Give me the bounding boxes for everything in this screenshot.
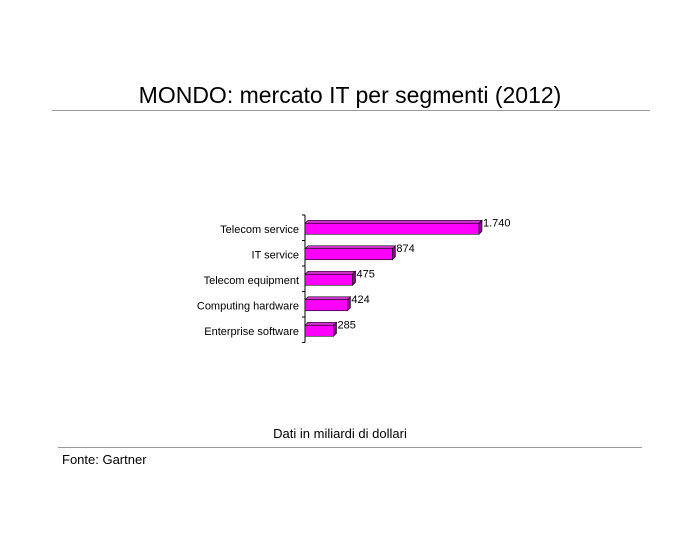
source-note: Fonte: Gartner [62,452,147,467]
bar [304,324,334,337]
category-label: Enterprise software [204,326,299,338]
value-label: 475 [357,268,375,280]
bar-top-face [304,321,338,326]
bar-top-face [304,270,357,275]
value-label: 285 [338,319,356,331]
category-label: Telecom service [220,224,299,236]
value-label: 424 [351,294,369,306]
value-label: 1.740 [483,217,511,229]
category-label: Computing hardware [197,300,299,312]
top-divider [52,110,650,111]
bar-side-face [347,296,351,312]
bottom-divider [58,447,642,448]
bar-side-face [333,321,337,337]
bar-side-face [478,219,483,235]
bar [304,222,480,235]
bar [304,299,348,312]
bar-side-face [392,245,396,261]
value-label: 874 [396,243,414,255]
bar-top-face [304,296,352,301]
unit-note: Dati in miliardi di dollari [273,426,407,441]
bar-top-face [304,245,397,250]
category-label: Telecom equipment [204,275,299,287]
category-label: IT service [252,249,299,261]
bar [304,273,353,286]
bar [304,248,393,261]
bar-side-face [352,270,356,286]
chart-title: MONDO: mercato IT per segmenti (2012) [138,82,562,108]
bar-top-face [304,219,483,224]
